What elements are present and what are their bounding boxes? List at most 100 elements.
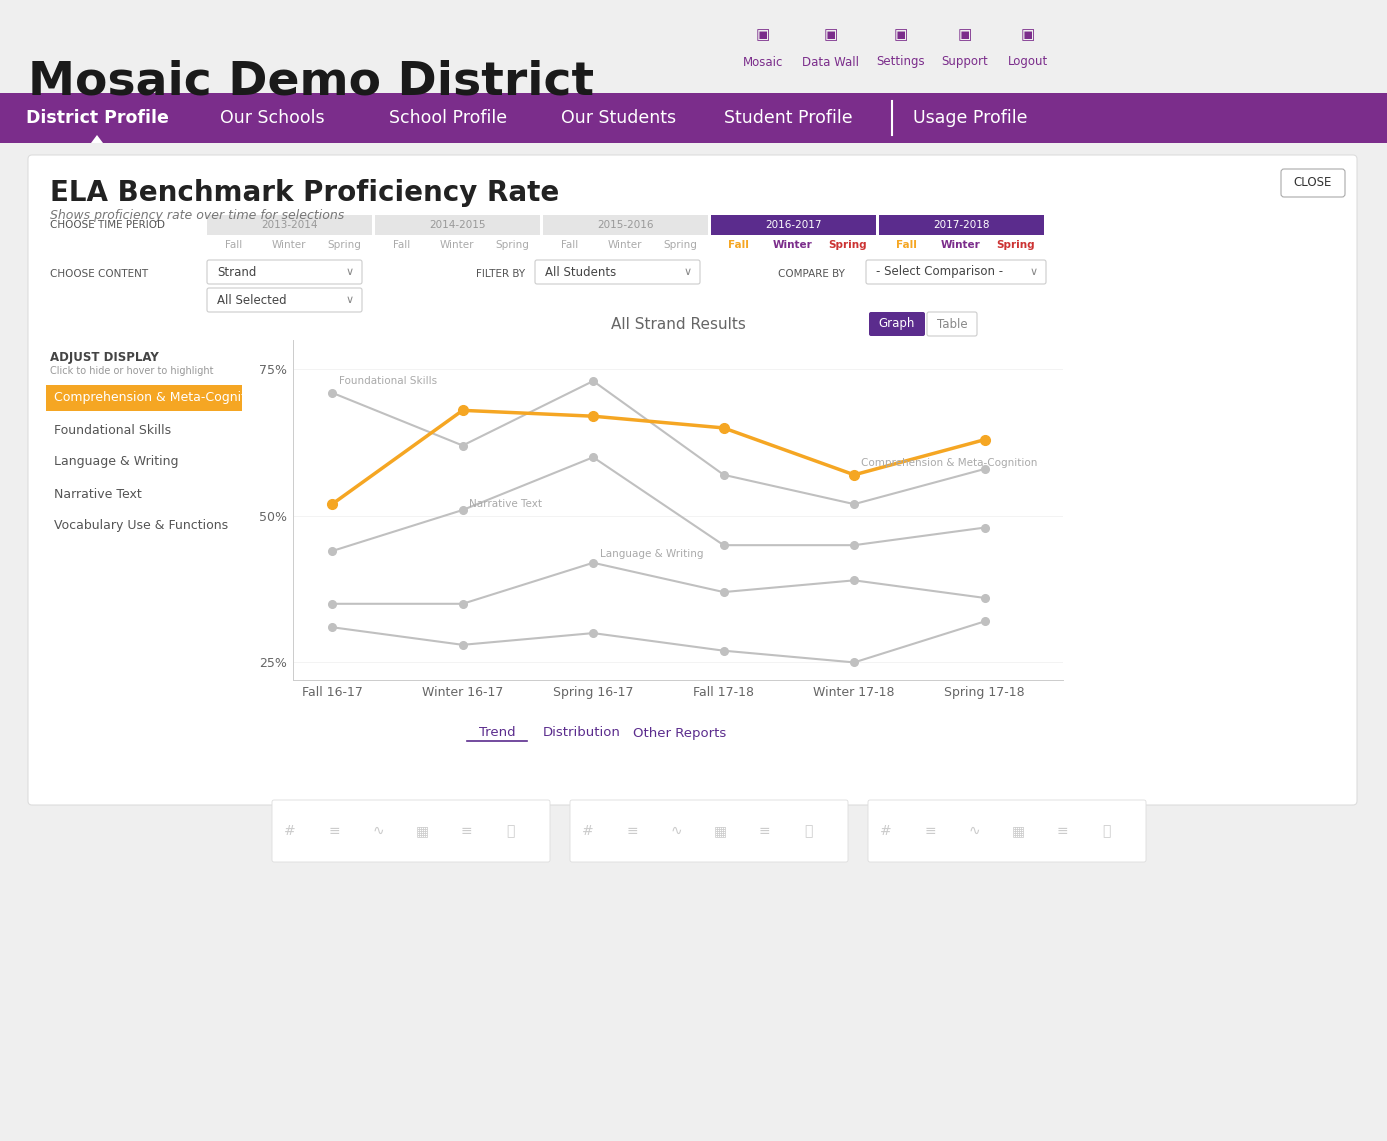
Text: ≡: ≡ bbox=[759, 824, 770, 837]
Text: Strand: Strand bbox=[216, 266, 257, 278]
Text: All Selected: All Selected bbox=[216, 293, 287, 307]
Text: ⬜: ⬜ bbox=[506, 824, 515, 837]
Text: ≡: ≡ bbox=[924, 824, 936, 837]
Text: All Students: All Students bbox=[545, 266, 616, 278]
Text: Data Wall: Data Wall bbox=[803, 56, 860, 68]
Text: ∨: ∨ bbox=[684, 267, 692, 277]
Text: Comprehension & Meta-Cognition: Comprehension & Meta-Cognition bbox=[54, 391, 265, 405]
Text: ▣: ▣ bbox=[893, 27, 908, 42]
FancyBboxPatch shape bbox=[927, 311, 976, 335]
Text: School Profile: School Profile bbox=[388, 110, 508, 127]
FancyBboxPatch shape bbox=[272, 800, 551, 861]
Text: Support: Support bbox=[942, 56, 989, 68]
Text: ≡: ≡ bbox=[626, 824, 638, 837]
Text: Spring: Spring bbox=[663, 240, 696, 250]
Text: ∨: ∨ bbox=[345, 267, 354, 277]
Text: #: # bbox=[583, 824, 594, 837]
Text: Winter: Winter bbox=[773, 240, 813, 250]
FancyBboxPatch shape bbox=[570, 800, 847, 861]
Text: Fall: Fall bbox=[728, 240, 749, 250]
Text: ▣: ▣ bbox=[1021, 27, 1035, 42]
Text: Narrative Text: Narrative Text bbox=[54, 487, 141, 501]
Text: COMPARE BY: COMPARE BY bbox=[778, 269, 845, 280]
Text: Fall: Fall bbox=[896, 240, 917, 250]
Text: Usage Profile: Usage Profile bbox=[913, 110, 1028, 127]
Text: Student Profile: Student Profile bbox=[724, 110, 853, 127]
Text: Graph: Graph bbox=[879, 317, 915, 331]
Text: Foundational Skills: Foundational Skills bbox=[54, 423, 171, 437]
Text: CHOOSE TIME PERIOD: CHOOSE TIME PERIOD bbox=[50, 220, 165, 230]
Text: 2014-2015: 2014-2015 bbox=[429, 220, 485, 230]
Bar bbox=[879, 215, 1044, 235]
Text: 2015-2016: 2015-2016 bbox=[596, 220, 653, 230]
Text: Comprehension & Meta-Cognition: Comprehension & Meta-Cognition bbox=[861, 458, 1037, 468]
Bar bbox=[46, 385, 241, 411]
Text: #: # bbox=[881, 824, 892, 837]
Text: Logout: Logout bbox=[1008, 56, 1049, 68]
Text: FILTER BY: FILTER BY bbox=[476, 269, 526, 280]
FancyBboxPatch shape bbox=[868, 800, 1146, 861]
FancyBboxPatch shape bbox=[207, 288, 362, 311]
Text: Other Reports: Other Reports bbox=[634, 727, 727, 739]
Text: CLOSE: CLOSE bbox=[1294, 177, 1332, 189]
Text: ⬜: ⬜ bbox=[1101, 824, 1110, 837]
Text: ≡: ≡ bbox=[329, 824, 340, 837]
Text: Foundational Skills: Foundational Skills bbox=[338, 377, 437, 386]
Text: ∨: ∨ bbox=[345, 296, 354, 305]
Text: Trend: Trend bbox=[479, 727, 516, 739]
Text: Shows proficiency rate over time for selections: Shows proficiency rate over time for sel… bbox=[50, 209, 344, 221]
Bar bbox=[207, 215, 372, 235]
Text: Mosaic: Mosaic bbox=[743, 56, 784, 68]
Text: District Profile: District Profile bbox=[25, 110, 168, 127]
Text: ≡: ≡ bbox=[460, 824, 472, 837]
Text: Spring: Spring bbox=[997, 240, 1035, 250]
Text: Vocabulary Use & Functions: Vocabulary Use & Functions bbox=[54, 519, 227, 533]
Title: All Strand Results: All Strand Results bbox=[610, 317, 745, 332]
Text: Winter: Winter bbox=[272, 240, 307, 250]
FancyBboxPatch shape bbox=[870, 311, 925, 335]
Text: Table: Table bbox=[936, 317, 967, 331]
Bar bbox=[542, 215, 707, 235]
FancyBboxPatch shape bbox=[535, 260, 700, 284]
Text: Spring: Spring bbox=[828, 240, 867, 250]
Text: Winter: Winter bbox=[608, 240, 642, 250]
Text: Our Students: Our Students bbox=[562, 110, 677, 127]
Text: ELA Benchmark Proficiency Rate: ELA Benchmark Proficiency Rate bbox=[50, 179, 559, 207]
Bar bbox=[0, 94, 1387, 143]
Polygon shape bbox=[92, 135, 103, 143]
Text: Click to hide or hover to highlight: Click to hide or hover to highlight bbox=[50, 366, 214, 377]
Text: 2017-2018: 2017-2018 bbox=[932, 220, 989, 230]
Text: ▦: ▦ bbox=[1011, 824, 1025, 837]
Text: Language & Writing: Language & Writing bbox=[599, 549, 703, 559]
Text: #: # bbox=[284, 824, 295, 837]
Text: Fall: Fall bbox=[394, 240, 411, 250]
Bar bbox=[374, 215, 540, 235]
Text: Winter: Winter bbox=[440, 240, 474, 250]
Text: Winter: Winter bbox=[942, 240, 981, 250]
Text: ∿: ∿ bbox=[372, 824, 384, 837]
Text: Mosaic Demo District: Mosaic Demo District bbox=[28, 59, 594, 105]
Text: Language & Writing: Language & Writing bbox=[54, 455, 179, 469]
FancyBboxPatch shape bbox=[207, 260, 362, 284]
Bar bbox=[712, 215, 877, 235]
Text: Spring: Spring bbox=[495, 240, 528, 250]
Text: Fall: Fall bbox=[562, 240, 578, 250]
Text: ▣: ▣ bbox=[958, 27, 972, 42]
FancyBboxPatch shape bbox=[1282, 169, 1345, 197]
Text: Spring: Spring bbox=[327, 240, 361, 250]
Text: Narrative Text: Narrative Text bbox=[469, 499, 542, 509]
Text: CHOOSE CONTENT: CHOOSE CONTENT bbox=[50, 269, 148, 280]
FancyBboxPatch shape bbox=[28, 155, 1356, 806]
Text: 2013-2014: 2013-2014 bbox=[261, 220, 318, 230]
Text: ∿: ∿ bbox=[670, 824, 682, 837]
Text: Distribution: Distribution bbox=[544, 727, 621, 739]
Text: ⬜: ⬜ bbox=[804, 824, 813, 837]
Text: ▦: ▦ bbox=[416, 824, 429, 837]
Text: Fall: Fall bbox=[225, 240, 243, 250]
Text: 2016-2017: 2016-2017 bbox=[764, 220, 821, 230]
Text: ∿: ∿ bbox=[968, 824, 979, 837]
Text: ≡: ≡ bbox=[1056, 824, 1068, 837]
Text: ▦: ▦ bbox=[713, 824, 727, 837]
FancyBboxPatch shape bbox=[865, 260, 1046, 284]
Text: Settings: Settings bbox=[877, 56, 925, 68]
